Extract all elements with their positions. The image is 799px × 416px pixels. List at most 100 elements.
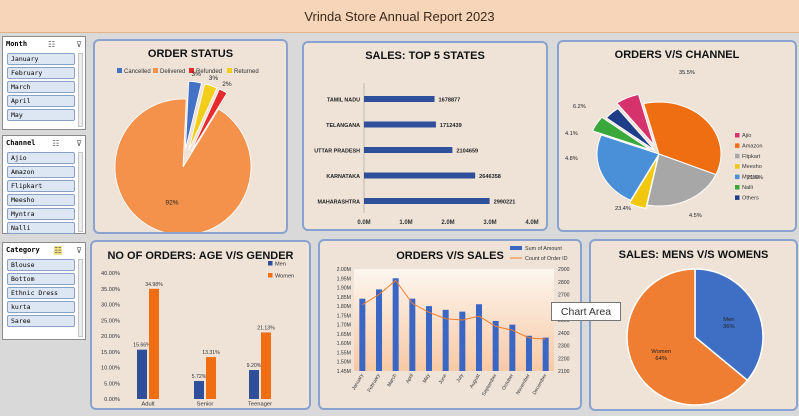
y2-tick-label: 2800	[558, 280, 570, 286]
mens-womens-card[interactable]: SALES: MENS V/S WOMENS Men 36% Women 64%	[589, 239, 798, 411]
card-title: ORDER STATUS	[147, 48, 234, 60]
data-label: 2646358	[479, 174, 501, 180]
category-label: MAHARASHTRA	[317, 200, 360, 206]
x-tick-label: September	[481, 373, 499, 397]
category-label: TELANGANA	[326, 123, 360, 129]
bar	[476, 304, 482, 371]
data-label: 2990221	[494, 200, 516, 206]
orders-sales-chart[interactable]: 1.45M 1.50M 1.55M 1.60M 1.65M 1.70M 1.75M 1.80M…	[320, 241, 580, 408]
bar	[364, 172, 476, 179]
pie-slice	[188, 83, 218, 151]
y-tick-label: 15.00%	[101, 350, 120, 356]
bar	[459, 311, 466, 371]
legend-label: Count of Order ID	[525, 256, 568, 262]
bar	[392, 278, 399, 371]
month-slicer-item[interactable]: January	[7, 53, 75, 65]
series-line	[362, 279, 546, 340]
channel-slicer-item[interactable]: Nalli	[7, 222, 75, 234]
y2-tick-label: 2100	[558, 369, 570, 375]
month-slicer[interactable]: Month ☷ ⊽ January February March April May	[2, 36, 86, 130]
y-tick-label: 1.75M	[337, 313, 351, 319]
multi-select-icon[interactable]: ☷	[54, 245, 62, 255]
order-status-card[interactable]: ORDER STATUS Cancelled Delivered Refunded R…	[93, 39, 288, 234]
legend-label: Men	[275, 262, 286, 268]
channel-slicer-item[interactable]: Ajio	[7, 152, 75, 164]
x-tick-label: May	[422, 373, 432, 385]
legend-swatch	[268, 273, 273, 278]
data-label: 34.98%	[145, 282, 163, 288]
bar	[249, 370, 259, 399]
orders-channel-card[interactable]: ORDERS V/S CHANNEL 35.5% 21.6% 4.5% 23.4% 4.…	[557, 40, 797, 232]
category-slicer-item[interactable]: Ethnic Dress	[7, 287, 75, 299]
top-states-chart[interactable]: 0.0M 1.0M 2.0M 3.0M 4.0M TAMIL NADU 1678877 TEL…	[304, 43, 546, 229]
channel-slicer-title: Channel	[6, 139, 36, 147]
bar	[509, 324, 516, 371]
legend-swatch	[268, 261, 273, 266]
clear-filter-icon[interactable]: ⊽	[76, 138, 82, 148]
y-tick-label: 20.00%	[101, 334, 120, 340]
channel-slicer-scrollbar[interactable]	[78, 152, 83, 232]
data-label: 15.66%	[133, 343, 151, 349]
age-gender-chart[interactable]: 0.00% 5.00% 10.00% 15.00% 20.00% 25.00% 30.00%…	[92, 242, 309, 408]
channel-slicer-item[interactable]: Myntra	[7, 208, 75, 220]
x-tick-label: October	[501, 373, 515, 392]
chart-area-tooltip: Chart Area	[551, 302, 621, 321]
category-slicer-item[interactable]: Blouse	[7, 259, 75, 271]
bar	[442, 309, 449, 371]
order-status-chart[interactable]: Cancelled Delivered Refunded Returned 92% 3% 3…	[95, 41, 286, 232]
clear-filter-icon[interactable]: ⊽	[76, 245, 82, 255]
legend-swatch	[227, 68, 232, 73]
category-slicer-item[interactable]: Bottom	[7, 273, 75, 285]
pie-slice	[628, 156, 659, 209]
bar	[526, 335, 532, 371]
pie-slice	[643, 101, 722, 176]
data-label: 9.20%	[247, 363, 262, 369]
category-slicer[interactable]: Category ☷ ⊽ Blouse Bottom Ethnic Dress kurta…	[2, 242, 86, 340]
age-gender-card[interactable]: NO OF ORDERS: AGE V/S GENDER 0.00% 5.00% 1…	[90, 240, 311, 410]
data-label: 2%	[222, 81, 232, 88]
top-states-card[interactable]: SALES: TOP 5 STATES 0.0M 1.0M 2.0M 3.0M 4.0M…	[302, 41, 548, 231]
channel-slicer[interactable]: Channel ☷ ⊽ Ajio Amazon Flipkart Meesho Myntra…	[2, 135, 86, 234]
y-tick-label: 30.00%	[101, 303, 120, 309]
channel-slicer-item[interactable]: Meesho	[7, 194, 75, 206]
month-slicer-title: Month	[6, 40, 28, 48]
category-slicer-item[interactable]: kurta	[7, 301, 75, 313]
multi-select-icon[interactable]: ☷	[48, 39, 56, 49]
card-title: SALES: TOP 5 STATES	[365, 50, 485, 62]
data-label: 36%	[723, 324, 735, 330]
clear-filter-icon[interactable]: ⊽	[76, 39, 82, 49]
bar	[364, 96, 435, 102]
y2-tick-label: 2700	[558, 293, 570, 299]
legend-swatch	[735, 195, 740, 200]
card-title: ORDERS V/S CHANNEL	[614, 49, 740, 61]
category-slicer-item[interactable]: Saree	[7, 315, 75, 327]
data-label: 92%	[165, 200, 178, 207]
channel-slicer-item[interactable]: Amazon	[7, 166, 75, 178]
x-tick-label: 1.0M	[399, 220, 412, 226]
data-label: 2104659	[456, 149, 478, 155]
month-slicer-scrollbar[interactable]	[78, 53, 83, 127]
legend-label: Delivered	[160, 69, 185, 75]
x-tick-label: August	[469, 372, 482, 389]
multi-select-icon[interactable]: ☷	[52, 138, 60, 148]
orders-channel-chart[interactable]: 35.5% 21.6% 4.5% 23.4% 4.8% 4.1% 6.2% Ajio Amazo…	[559, 42, 795, 230]
legend-swatch	[510, 246, 522, 250]
x-tick-label: 3.0M	[483, 220, 496, 226]
pie-slice	[605, 107, 656, 151]
month-slicer-item[interactable]: April	[7, 95, 75, 107]
month-slicer-item[interactable]: May	[7, 109, 75, 121]
legend-label: Myntra	[742, 175, 760, 181]
bar	[409, 298, 416, 371]
orders-sales-card[interactable]: ORDERS V/S SALES 1.45M 1.50M 1.55M 1.60M 1.6…	[318, 239, 582, 410]
y-tick-label: 1.70M	[337, 323, 351, 329]
pie-slice	[626, 268, 749, 406]
channel-slicer-item[interactable]: Flipkart	[7, 180, 75, 192]
plot-area	[354, 269, 554, 371]
month-slicer-item[interactable]: February	[7, 67, 75, 79]
x-tick-label: April	[405, 373, 415, 385]
month-slicer-item[interactable]: March	[7, 81, 75, 93]
category-slicer-scrollbar[interactable]	[78, 259, 83, 337]
x-tick-label: June	[438, 373, 449, 386]
legend-label: Meesho	[742, 164, 762, 170]
